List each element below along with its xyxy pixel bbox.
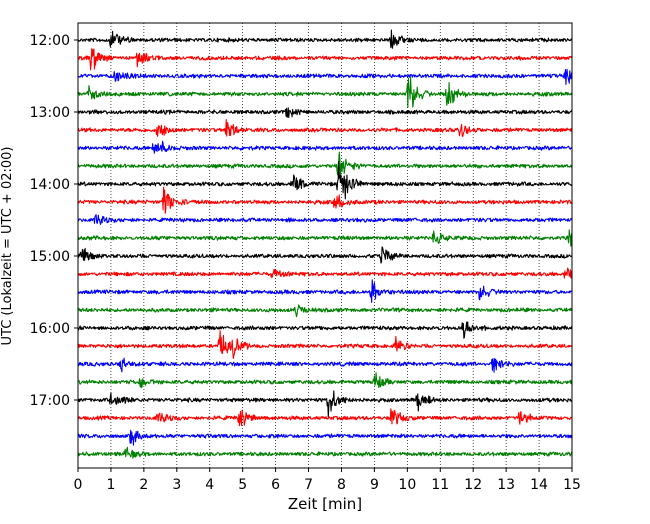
x-tick-label: 7 (304, 477, 313, 493)
seismogram-trace (77, 408, 573, 427)
seismogram-trace (77, 246, 573, 264)
seismogram-trace (77, 429, 573, 446)
seismogram-trace (77, 107, 573, 118)
seismogram-trace (77, 330, 573, 359)
seismogram-trace (77, 357, 573, 373)
seismogram-trace (77, 77, 573, 108)
seismogram-trace (77, 229, 573, 247)
y-axis-label: UTC (Lokalzeit = UTC + 02:00) (0, 147, 15, 346)
x-tick-label: 4 (205, 477, 214, 493)
x-tick-label: 5 (238, 477, 247, 493)
x-tick-label: 13 (497, 477, 515, 493)
grid-layer (110, 23, 540, 468)
x-tick-label: 2 (139, 477, 148, 493)
y-axis-ticks: 12:00 13:00 14:00 15:00 16:00 17:00 (30, 33, 78, 409)
x-tick-label: 0 (74, 477, 83, 493)
seismogram-trace (77, 304, 573, 318)
x-axis-ticks: 0 1 2 3 4 5 6 7 8 9 10 11 12 13 14 15 (74, 468, 581, 493)
seismogram-trace (77, 140, 573, 154)
x-tick-label: 12 (464, 477, 482, 493)
seismogram-trace (77, 214, 573, 225)
y-tick-label: 17:00 (30, 393, 70, 409)
seismogram-trace (77, 390, 573, 418)
seismogram-trace (77, 186, 573, 214)
seismogram-trace (77, 372, 573, 389)
y-tick-label: 15:00 (30, 249, 70, 265)
seismogram-trace (77, 446, 573, 459)
trace-layer (77, 29, 573, 459)
seismogram-trace (77, 48, 573, 71)
plot-frame (77, 22, 573, 469)
x-tick-label: 3 (172, 477, 181, 493)
x-tick-label: 15 (563, 477, 581, 493)
x-tick-label: 11 (431, 477, 449, 493)
seismogram-trace (77, 321, 573, 339)
y-tick-label: 12:00 (30, 33, 70, 49)
x-tick-label: 10 (398, 477, 416, 493)
seismogram-trace (77, 151, 573, 177)
y-tick-label: 16:00 (30, 321, 70, 337)
x-tick-label: 14 (530, 477, 548, 493)
seismogram-trace (77, 119, 573, 138)
seismogram-trace (77, 267, 573, 279)
seismogram-trace (77, 29, 573, 49)
seismogram-trace (77, 160, 573, 200)
x-axis-label: Zeit [min] (288, 495, 362, 513)
x-tick-label: 1 (106, 477, 115, 493)
x-tick-label: 9 (370, 477, 379, 493)
y-tick-label: 13:00 (30, 105, 70, 121)
seismogram-trace (77, 68, 573, 86)
seismogram-trace (77, 279, 573, 303)
x-tick-label: 8 (337, 477, 346, 493)
y-tick-label: 14:00 (30, 177, 70, 193)
x-tick-label: 6 (271, 477, 280, 493)
